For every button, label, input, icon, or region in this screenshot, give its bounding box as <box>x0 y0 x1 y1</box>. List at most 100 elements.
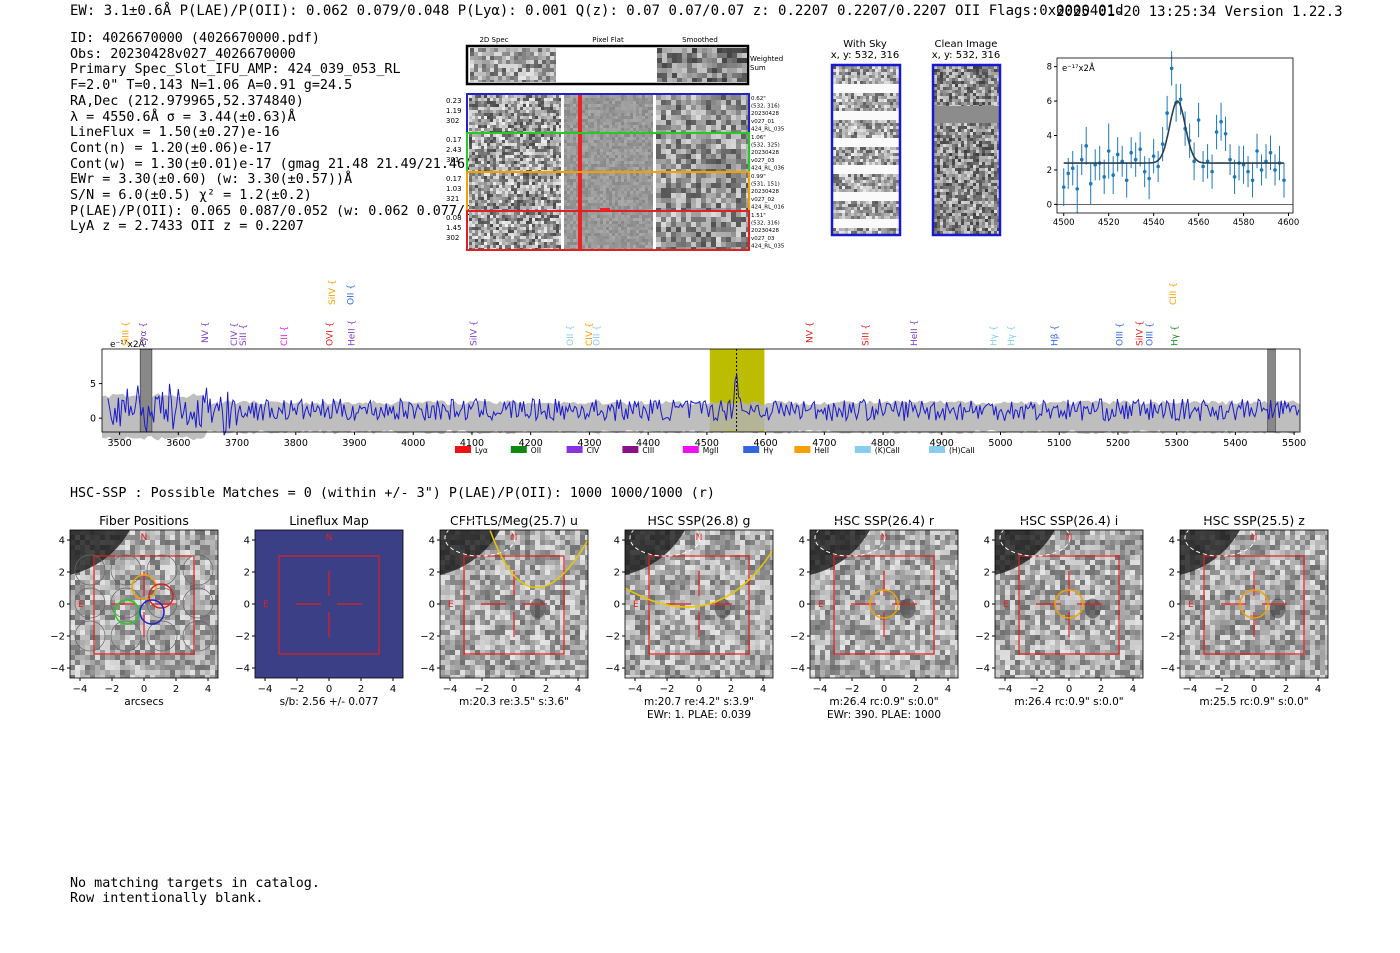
data-point <box>1084 126 1089 165</box>
compass-east: E <box>1188 600 1194 610</box>
x-tick-label: 4800 <box>871 438 895 449</box>
x-tick-label: 4500 <box>1053 218 1075 228</box>
neighbor-source <box>899 598 916 619</box>
panel-title: CFHTLS/Meg(25.7) u <box>450 513 578 528</box>
panel-title: HSC SSP(26.4) i <box>1020 513 1118 528</box>
y-tick-label: −4 <box>975 664 990 675</box>
cutout-row-meta: 0.99" <box>751 174 766 180</box>
cutout-2d-spec <box>469 134 561 171</box>
y-tick-label: 0 <box>59 600 65 611</box>
imaging-panel: Lineflux Map N E −4 4 −2 2 0 0 2 −2 4 −4 s/b: 2.56 +/… <box>235 513 404 708</box>
y-tick-label: 0 <box>1047 200 1052 210</box>
emission-line-label: Hγ { <box>1007 325 1017 346</box>
weighted-2d-spec <box>470 48 556 82</box>
data-point <box>1268 135 1273 170</box>
y-tick-label: 4 <box>799 536 805 547</box>
y-tick-label: 0 <box>799 600 805 611</box>
emission-line-name: SiIV { <box>328 279 338 305</box>
x-tick-label: 2 <box>1283 684 1289 695</box>
emission-line-name: CIV { <box>230 322 240 346</box>
y-axis-label: e⁻¹⁷x2Å <box>1062 62 1095 74</box>
catalog-ellipse-fit <box>489 529 589 589</box>
x-tick-label: 2 <box>543 684 549 695</box>
bright-source <box>625 530 685 575</box>
imaging-panel: CFHTLS/Meg(25.7) uNE−44−22002−24−4m:20.3… <box>420 513 589 708</box>
data-point <box>1088 163 1093 205</box>
y-tick-label: 2 <box>1169 568 1175 579</box>
data-point <box>1178 83 1183 115</box>
emission-line-label: CII { <box>280 326 290 346</box>
emission-line-name: Hβ { <box>1051 325 1061 346</box>
x-tick-label: 5200 <box>1106 438 1130 449</box>
pixel-flat-noise <box>564 173 654 210</box>
axes-frame <box>101 348 1301 433</box>
cutout-row: 0.17 1.03 321 0.99" (531, 151)20230428 v027_0… <box>446 171 785 212</box>
detection-info: ID: 4026670000 (4026670000.pdf) Obs: 202… <box>70 31 513 235</box>
data-point <box>1273 154 1277 186</box>
data-point <box>1142 156 1147 188</box>
x-tick-label: −4 <box>1183 684 1198 695</box>
axes-frame <box>1056 57 1294 214</box>
emission-line-label: NV { <box>201 322 211 343</box>
compass-north: N <box>326 533 333 543</box>
cutout-2d-spec <box>469 173 561 210</box>
x-tick-label: −4 <box>258 684 273 695</box>
panel-caption: m:25.5 rc:0.9" s:0.0" <box>1199 696 1308 708</box>
y-tick-label: −4 <box>235 664 250 675</box>
pixel-flat-marker <box>578 173 582 210</box>
bright-source <box>810 530 870 575</box>
y-tick-label: 0 <box>1169 600 1175 611</box>
y-tick-label: 0 <box>90 414 96 425</box>
data-point <box>1246 156 1250 188</box>
emission-line-label: SiII { <box>239 324 249 346</box>
x-tick-label: 5300 <box>1165 438 1189 449</box>
aperture-circle <box>1239 589 1269 619</box>
data-point <box>1124 163 1129 198</box>
lineflux-map <box>255 530 403 678</box>
cutout-row-meta: 20230428 <box>751 228 779 234</box>
compass-north: N <box>511 533 518 543</box>
x-tick-label: 4580 <box>1233 218 1255 228</box>
pixel-flat-noise <box>564 95 654 132</box>
compass-east: E <box>818 600 824 610</box>
footer-line: Row intentionally blank. <box>70 891 264 906</box>
aperture-box <box>93 555 195 655</box>
data-point <box>1201 151 1205 182</box>
emission-line-name: CIII { <box>1169 282 1179 305</box>
pixel-flat-blob <box>600 208 610 211</box>
data-point <box>1156 151 1160 182</box>
aperture-box <box>648 555 750 655</box>
fiber-circle-highlight <box>131 574 157 600</box>
weighted-label: Weighted <box>750 55 783 63</box>
data-point <box>1223 116 1228 151</box>
x-tick-label: 4000 <box>401 438 425 449</box>
bright-source <box>1180 530 1240 575</box>
y-tick-label: 2 <box>59 568 65 579</box>
aperture-box <box>463 555 565 655</box>
fiber-circle <box>182 620 214 652</box>
masked-region <box>139 348 153 433</box>
cutout-smoothed <box>656 212 748 249</box>
emission-line-name: HeII { <box>910 320 920 346</box>
fiber-circle <box>146 620 178 652</box>
cutout-row-meta: 20230428 <box>751 111 779 117</box>
full-spectrum-plot: 3500 3600 3700 3800 3900 4000 4100 4200 4300 4400… <box>90 279 1306 455</box>
cutout-smoothed <box>656 173 748 210</box>
catalog-ellipse <box>444 519 516 557</box>
y-tick-label: 0 <box>614 600 620 611</box>
cutout-row-meta: v027_03 <box>751 158 775 164</box>
x-tick-label: −2 <box>290 684 305 695</box>
x-tick-label: 4300 <box>577 438 601 449</box>
data-point <box>1241 145 1246 184</box>
cutout-row-meta: 424_RL_035 <box>751 126 785 132</box>
cutout-row-stat: 1.19 <box>446 107 462 115</box>
emission-line-label: CIV { <box>585 322 595 346</box>
y-tick-label: −2 <box>1160 632 1175 643</box>
legend-item: (K)CaII <box>854 446 900 455</box>
cutout-row-stat: 321 <box>446 195 459 203</box>
info-line: ID: 4026670000 (4026670000.pdf) <box>70 31 320 46</box>
cutout-row: 0.17 2.43 301 1.06" (532, 325)20230428 v027_0… <box>446 132 785 173</box>
data-point <box>1138 132 1142 167</box>
fiber-circle <box>110 620 142 652</box>
